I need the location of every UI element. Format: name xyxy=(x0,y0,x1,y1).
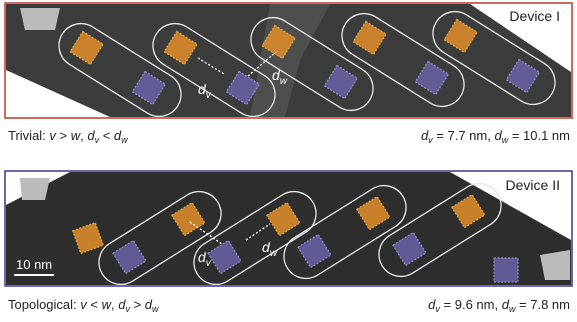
caption-left: Trivial: v > w, dv < dw xyxy=(8,128,128,145)
text-run: , xyxy=(111,297,118,312)
figure: dv dw 10 nm Device I Trivial: v > w, dv … xyxy=(0,0,577,322)
panel-device-1: dv dw 10 nm Device I xyxy=(5,3,572,125)
defect xyxy=(20,8,60,30)
text-run: = 7.8 nm xyxy=(515,297,570,312)
caption-right: dv = 9.6 nm, dw = 7.8 nm xyxy=(428,297,570,314)
panel-device-2: dv dw 10 nm Device II xyxy=(5,171,572,293)
text-run: w xyxy=(152,304,159,314)
device-label: Device II xyxy=(506,177,560,193)
defect xyxy=(20,178,50,200)
text-run: w xyxy=(270,248,278,259)
caption-left: Topological: v < w, dv > dw xyxy=(8,297,159,314)
text-run: w xyxy=(280,76,288,87)
text-run: Trivial: xyxy=(8,128,49,143)
site xyxy=(494,258,518,282)
text-run: Topological: xyxy=(8,297,80,312)
text-run: w xyxy=(121,135,128,145)
text-run: > xyxy=(56,128,71,143)
device-label: Device I xyxy=(509,8,560,24)
text-run: = 10.1 nm xyxy=(508,128,570,143)
text-run: = 7.7 nm, xyxy=(433,128,495,143)
scale-label: 10 nm xyxy=(16,257,52,272)
caption-right: dv = 7.7 nm, dw = 10.1 nm xyxy=(421,128,570,145)
defect xyxy=(540,250,570,280)
text-run: < xyxy=(87,297,102,312)
scale-label: 10 nm xyxy=(16,88,52,103)
text-run: = 9.6 nm, xyxy=(440,297,502,312)
text-run: , xyxy=(80,128,87,143)
text-run: > xyxy=(130,297,145,312)
text-run: < xyxy=(99,128,114,143)
